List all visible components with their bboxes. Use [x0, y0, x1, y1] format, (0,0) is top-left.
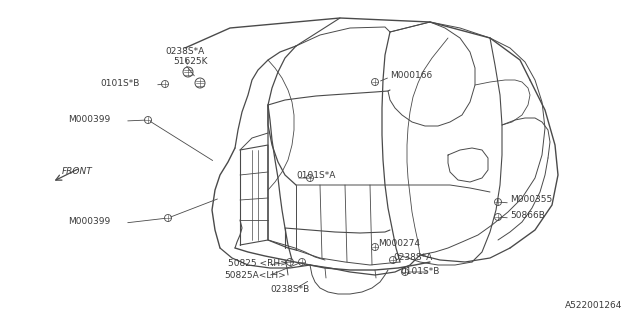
Text: FRONT: FRONT — [62, 167, 93, 177]
Text: 51625K: 51625K — [173, 58, 207, 67]
Text: M000355: M000355 — [510, 196, 552, 204]
Text: 0238S*A: 0238S*A — [393, 253, 432, 262]
Text: 50825 <RH>: 50825 <RH> — [228, 260, 288, 268]
Text: 0101S*B: 0101S*B — [100, 79, 140, 89]
Text: M000166: M000166 — [390, 70, 432, 79]
Text: 0238S*A: 0238S*A — [165, 47, 204, 57]
Text: M000274: M000274 — [378, 239, 420, 249]
Text: 0238S*B: 0238S*B — [270, 285, 309, 294]
Text: 0101S*A: 0101S*A — [296, 171, 335, 180]
Text: A522001264: A522001264 — [565, 300, 622, 309]
Text: 50825A<LH>: 50825A<LH> — [224, 270, 285, 279]
Text: M000399: M000399 — [68, 116, 110, 124]
Text: 50866B: 50866B — [510, 212, 545, 220]
Text: 0101S*B: 0101S*B — [400, 268, 440, 276]
Text: M000399: M000399 — [68, 218, 110, 227]
